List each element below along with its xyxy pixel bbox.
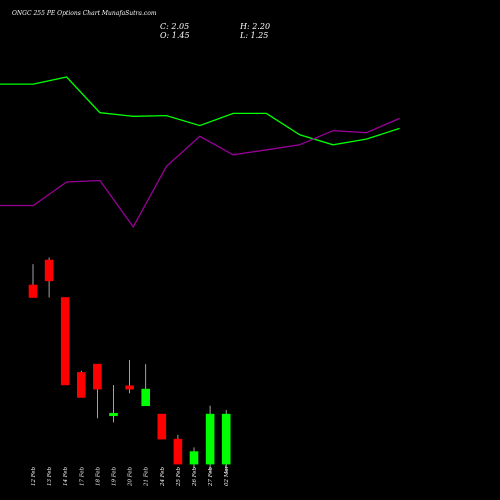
candle-body [44,259,54,282]
x-tick-label: 24 Feb [160,466,166,487]
open-value: O: 1.45 [160,31,190,40]
close-value: C: 2.05 [160,22,190,31]
x-tick-label: 25 Feb [176,466,182,487]
candle-body [205,413,215,465]
x-tick-label: 17 Feb [79,466,85,486]
x-tick-label: 02 Mar [224,465,230,486]
candle-body [157,413,167,440]
high-value: H: 2.20 [240,22,271,31]
candle-body [189,451,199,465]
x-tick-label: 20 Feb [128,466,134,487]
x-tick-label: 12 Feb [31,466,37,486]
low-value: L: 1.25 [240,31,269,40]
indicator-line-1 [0,76,400,146]
candle-body [125,385,134,390]
x-tick-label: 21 Feb [144,466,150,487]
x-tick-label: 18 Feb [95,466,101,486]
x-tick-label: 13 Feb [47,466,53,486]
x-tick-label: 19 Feb [112,466,118,486]
candle-body [109,412,118,417]
x-tick-label: 26 Feb [192,466,198,487]
x-tick-label: 27 Feb [208,466,214,487]
candle-body [60,297,70,386]
x-tick-label: 14 Feb [63,466,69,486]
candle-body [77,372,86,398]
chart-title: ONGC 255 PE Options Chart MunafaSutra.co… [12,10,157,17]
candle-body [141,388,150,407]
indicator-line-2 [0,117,400,229]
candle-body [173,438,183,465]
candle-body [221,413,231,465]
candle-body [93,363,102,390]
candle-body [28,284,38,298]
